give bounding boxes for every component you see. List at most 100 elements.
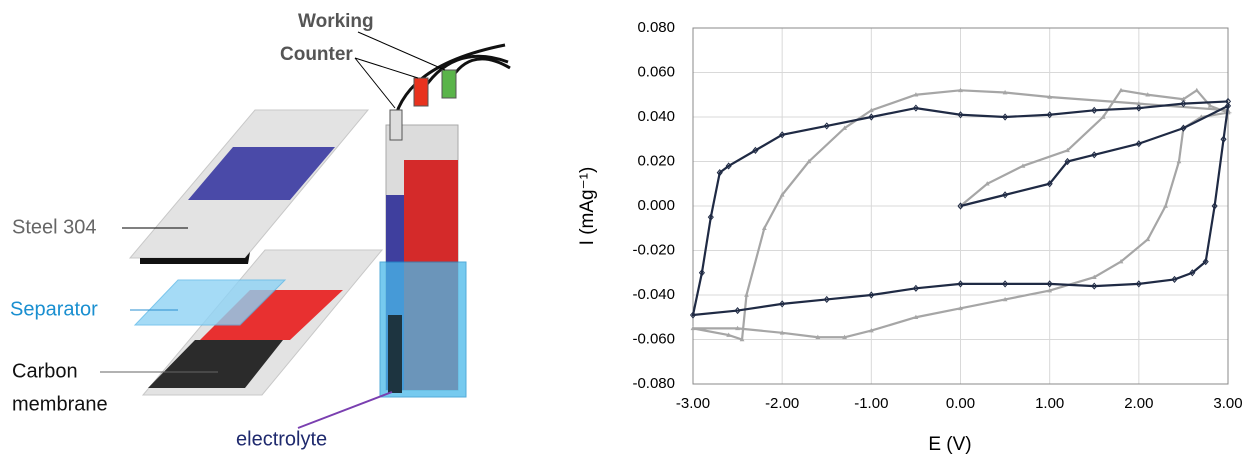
marker xyxy=(725,162,732,170)
marker xyxy=(779,192,785,197)
series-line xyxy=(691,100,1230,317)
marker xyxy=(913,92,919,97)
marker xyxy=(957,111,964,119)
marker xyxy=(1220,135,1227,143)
marker xyxy=(1194,87,1200,93)
y-tick-label: -0.060 xyxy=(632,330,675,347)
marker xyxy=(1136,101,1142,106)
marker xyxy=(1180,124,1187,132)
clip xyxy=(413,77,429,107)
marker xyxy=(1002,89,1008,95)
marker xyxy=(1091,274,1097,279)
y-tick-label: -0.020 xyxy=(632,241,675,258)
marker xyxy=(1176,158,1182,164)
label-counter: Counter xyxy=(280,44,353,65)
marker xyxy=(1020,163,1026,168)
y-tick-label: 0.040 xyxy=(637,108,675,125)
marker xyxy=(913,314,919,320)
marker xyxy=(761,225,767,231)
marker xyxy=(779,300,786,308)
marker xyxy=(1202,258,1209,266)
plot-frame xyxy=(692,27,1229,385)
marker xyxy=(1091,106,1098,114)
x-tick-label: -2.00 xyxy=(765,395,799,412)
marker xyxy=(1181,96,1186,101)
marker xyxy=(1064,157,1071,166)
marker xyxy=(1135,140,1142,148)
chart: E (V) I (mAg⁻¹) -0.080 -0.060 -0.040 -0.020… xyxy=(577,19,1243,455)
y-tick-label: 0.060 xyxy=(637,63,675,80)
marker xyxy=(1180,100,1187,108)
marker xyxy=(957,280,964,288)
marker xyxy=(1171,275,1178,283)
y-tick-label: -0.040 xyxy=(632,286,675,303)
y-tick-label: 0.080 xyxy=(637,19,675,36)
marker xyxy=(1100,114,1106,119)
carbon-layer xyxy=(148,340,283,388)
marker xyxy=(779,330,785,335)
marker xyxy=(1224,97,1232,105)
label-separator: Separator xyxy=(10,298,98,320)
marker xyxy=(690,325,696,331)
pointer xyxy=(354,57,419,79)
marker xyxy=(868,291,875,299)
marker xyxy=(1046,180,1053,188)
marker xyxy=(1002,296,1008,302)
marker xyxy=(1047,287,1053,293)
series-line xyxy=(692,88,1233,341)
marker xyxy=(842,125,847,130)
marker xyxy=(842,334,847,340)
marker xyxy=(1002,280,1009,288)
y-axis-title: I (mAg⁻¹) xyxy=(577,167,598,246)
marker xyxy=(868,328,874,333)
marker xyxy=(1047,94,1053,99)
marker xyxy=(1224,102,1232,110)
marker xyxy=(1046,280,1053,288)
marker xyxy=(735,325,740,331)
marker xyxy=(1189,269,1196,277)
marker xyxy=(1163,203,1168,208)
x-tick-label: -1.00 xyxy=(854,395,888,412)
marker xyxy=(1135,104,1142,112)
label-working: Working xyxy=(298,11,374,32)
x-tick-label: 2.00 xyxy=(1124,395,1153,412)
y-tick-label: 0.000 xyxy=(637,197,675,214)
marker xyxy=(716,169,723,177)
label-electrolyte: electrolyte xyxy=(236,428,327,450)
marker xyxy=(984,181,990,186)
active-layer xyxy=(188,147,335,200)
cell-diagram: Working Counter Steel 304 Separator Carb… xyxy=(10,11,511,450)
separator-layer xyxy=(133,279,287,326)
x-tick-label: 0.00 xyxy=(946,395,975,412)
marker xyxy=(1211,202,1218,210)
marker xyxy=(726,332,732,337)
marker xyxy=(689,311,697,319)
marker xyxy=(1065,147,1070,153)
marker xyxy=(698,269,705,277)
red-layer xyxy=(200,290,343,340)
marker xyxy=(958,87,963,93)
cell-bottom xyxy=(388,315,402,393)
pointer xyxy=(354,57,396,109)
marker xyxy=(734,307,741,315)
marker xyxy=(739,336,745,342)
marker xyxy=(1145,92,1151,97)
marker xyxy=(1118,87,1124,93)
marker xyxy=(707,213,714,221)
marker xyxy=(823,122,830,130)
marker xyxy=(1118,259,1124,264)
marker xyxy=(912,104,919,112)
marker xyxy=(868,107,874,113)
marker xyxy=(868,113,875,121)
clip xyxy=(389,109,403,141)
marker xyxy=(1091,151,1098,159)
marker xyxy=(823,295,830,304)
marker xyxy=(912,284,919,292)
plate-edge xyxy=(140,252,250,264)
label-steel: Steel 304 xyxy=(12,216,97,238)
marker xyxy=(1145,236,1151,242)
pointer xyxy=(357,31,446,71)
label-membrane: membrane xyxy=(12,393,108,415)
marker xyxy=(744,292,749,297)
